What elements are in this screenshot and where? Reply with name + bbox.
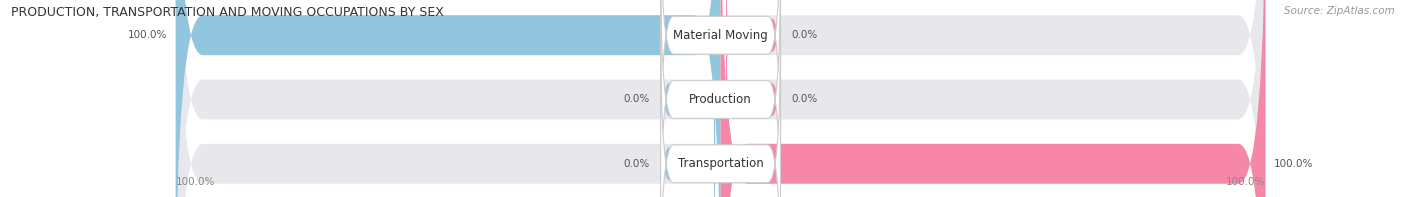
FancyBboxPatch shape — [725, 82, 780, 197]
FancyBboxPatch shape — [721, 0, 1265, 197]
FancyBboxPatch shape — [661, 18, 716, 181]
Text: Material Moving: Material Moving — [673, 29, 768, 42]
FancyBboxPatch shape — [661, 31, 780, 197]
FancyBboxPatch shape — [176, 0, 721, 197]
FancyBboxPatch shape — [661, 0, 780, 168]
Text: 100.0%: 100.0% — [1226, 177, 1265, 187]
FancyBboxPatch shape — [661, 82, 716, 197]
Text: PRODUCTION, TRANSPORTATION AND MOVING OCCUPATIONS BY SEX: PRODUCTION, TRANSPORTATION AND MOVING OC… — [11, 6, 444, 19]
FancyBboxPatch shape — [661, 0, 716, 117]
FancyBboxPatch shape — [176, 0, 1265, 197]
FancyBboxPatch shape — [725, 18, 780, 181]
FancyBboxPatch shape — [725, 0, 780, 117]
Text: 0.0%: 0.0% — [623, 95, 650, 104]
FancyBboxPatch shape — [661, 0, 780, 197]
Text: 0.0%: 0.0% — [623, 159, 650, 169]
Text: Source: ZipAtlas.com: Source: ZipAtlas.com — [1284, 6, 1395, 16]
Text: Production: Production — [689, 93, 752, 106]
Text: 0.0%: 0.0% — [792, 30, 818, 40]
Text: 100.0%: 100.0% — [176, 177, 215, 187]
FancyBboxPatch shape — [176, 0, 1265, 197]
Text: Transportation: Transportation — [678, 157, 763, 170]
FancyBboxPatch shape — [176, 0, 1265, 197]
Text: 100.0%: 100.0% — [1274, 159, 1313, 169]
Text: 0.0%: 0.0% — [792, 95, 818, 104]
Text: 100.0%: 100.0% — [128, 30, 167, 40]
